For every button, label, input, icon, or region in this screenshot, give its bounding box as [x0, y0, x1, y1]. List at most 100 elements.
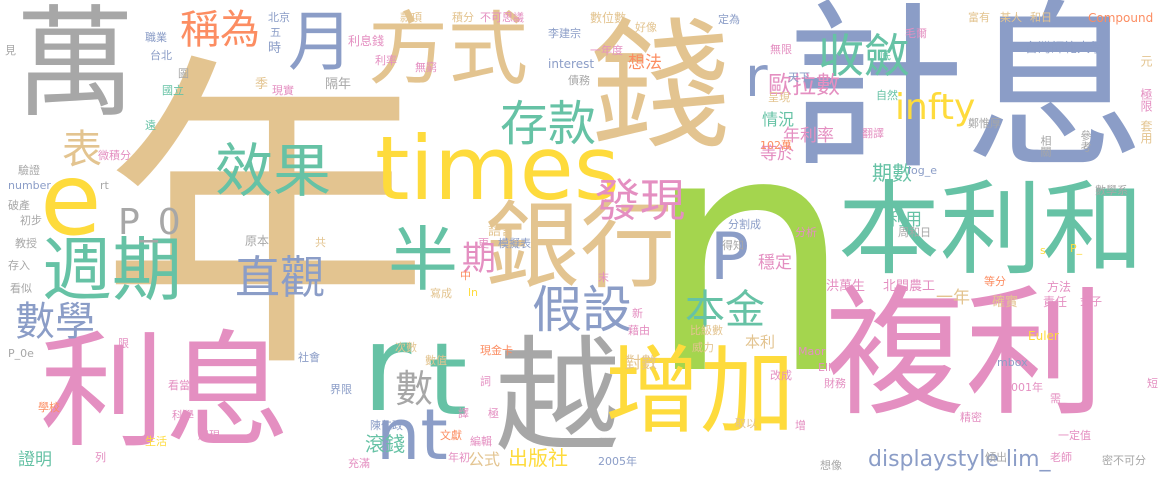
word-n: n — [645, 63, 854, 447]
word-compound: Compound — [1088, 11, 1154, 25]
word-shenghuo: 生活 — [145, 435, 167, 448]
word-weijifen: 微積分 — [98, 149, 131, 162]
word-ban: 半 — [388, 219, 458, 301]
word-mao: 毛爾 — [905, 27, 927, 40]
word-qian: 錢 — [590, 6, 731, 169]
word-P_0e: P_0e — [8, 347, 34, 360]
word-benli: 本利 — [745, 333, 776, 351]
word-fanyi: 翻譯 — [862, 127, 884, 140]
word-zhiye: 職業 — [145, 31, 167, 44]
word-r: r — [362, 300, 412, 439]
word-fuyou: 富有 — [968, 11, 990, 24]
word-shi: 時 — [268, 41, 282, 56]
word-jifen: 積分 — [452, 11, 474, 24]
word-displaystyle: displaystyle lim_ — [868, 447, 1051, 472]
word-zengjia: 增加 — [605, 337, 796, 447]
word-jieyou: 藉由 — [628, 324, 650, 337]
word-t: t — [428, 321, 468, 438]
word-qingkuang: 情況 — [762, 110, 795, 129]
word-mibukefen: 密不可分 — [1102, 454, 1146, 467]
word-ci: 詞 — [480, 375, 491, 388]
word-beijing: 北京 — [268, 11, 290, 24]
word-gong: 共 — [315, 236, 326, 249]
word-s: s — [1040, 244, 1046, 257]
word-chongman: 充滿 — [348, 457, 370, 470]
word-quyi: 取以 — [735, 417, 757, 430]
word-cunru: 存入 — [8, 259, 30, 272]
word-qishu: 期數 — [872, 161, 912, 185]
word-yuan2: 遠 — [145, 119, 156, 132]
word-zeren: 責任 — [1043, 295, 1068, 309]
word-P_: P_ — [1070, 242, 1083, 255]
word-xu: 需 — [1050, 392, 1061, 405]
word-yanzheng: 驗證 — [18, 164, 40, 177]
word-moshibiao: 模擬表 — [498, 237, 531, 250]
word-102: 102萬 — [760, 139, 792, 152]
word-lie: 列 — [95, 451, 106, 464]
word-mo: 末 — [598, 271, 609, 284]
word-lilv: 利率 — [375, 54, 397, 67]
word-wan: 萬 — [15, 0, 135, 134]
word-xin: 新 — [632, 307, 643, 320]
word-posun: 破產 — [8, 199, 30, 212]
word-yiniandu: 一年度 — [590, 44, 623, 57]
word-chengwei: 稱為 — [180, 7, 260, 53]
word-nianlilv: 年利率 — [783, 126, 834, 146]
word-fenge: 分割成 — [728, 218, 761, 231]
word-qingchu: 傾出 — [985, 451, 1007, 464]
word-cishu: 次數 — [395, 341, 417, 354]
word-yue-more: 越 — [495, 325, 620, 470]
word-shoulian: 收斂 — [935, 10, 937, 11]
word-yuanben: 原本 — [245, 234, 270, 248]
word-kandang: 看當 — [168, 379, 190, 392]
word-shuxue: 數學 — [15, 299, 95, 345]
word-bianji: 編輯 — [470, 435, 492, 448]
word-nt: nt — [376, 394, 448, 476]
word-kansi: 看似 — [10, 282, 32, 295]
word-taoyong: 套用 — [1139, 120, 1153, 144]
word-caiwu: 財務 — [824, 377, 846, 390]
word-shoulian-real: 收斂 — [818, 29, 910, 83]
word-yuyan: 語言 — [488, 224, 515, 239]
word-chubu: 初步 — [20, 214, 42, 227]
word-lixi: 利息 — [40, 320, 290, 465]
word-Maor: Maor — [798, 345, 826, 358]
word-dengyu: 等於 — [760, 144, 794, 164]
word-e: e — [40, 141, 102, 258]
word-lixiqian: 利息錢 — [348, 34, 385, 48]
word-jie: 界限 — [330, 383, 352, 396]
word-rt: rt — [100, 179, 109, 192]
word-wenxian: 文獻 — [440, 429, 462, 442]
word-2001: 2001年 — [1004, 381, 1043, 394]
word-chubanshe: 出版社 — [508, 446, 568, 470]
word-ln: ln — [468, 286, 479, 299]
word-wuqiong: 無窮 — [415, 61, 437, 74]
word-jiashe: 假設 — [532, 281, 632, 339]
word-shizi: 式子 — [1080, 295, 1102, 308]
word-cunkuan: 存款 — [500, 96, 597, 152]
word-benjin: 本金 — [685, 287, 765, 333]
word-fangshi: 方式 — [368, 3, 528, 96]
word-heri: 和日 — [1030, 11, 1052, 24]
word-taiwan: 台灣師範大學 — [1025, 41, 1104, 56]
word-lijianzong: 李建宗 — [548, 27, 581, 40]
word-shuzhi: 數值 — [425, 354, 447, 367]
word-jixi: 計息 — [785, 0, 1146, 194]
word-oulashu: 歐拉數 — [768, 71, 840, 99]
word-Eli: Eli — [818, 361, 832, 374]
word-yue: 月 — [288, 5, 354, 80]
word-r-small: r — [745, 45, 768, 109]
word-number: number — [8, 179, 51, 192]
word-ji: 極 — [488, 407, 499, 420]
word-yi: 譯 — [458, 407, 469, 420]
word-P_0: P_0 — [118, 202, 181, 243]
word-zhengming: 證明 — [18, 450, 52, 470]
word-biao: 表 — [62, 127, 102, 173]
word-beimen: 北門農工 — [883, 279, 936, 294]
word-xian: 限 — [118, 337, 129, 350]
word-nianchu: 年初 — [448, 451, 470, 464]
word-yinhang: 銀行 — [485, 192, 676, 302]
word-jixian: 極限 — [1139, 88, 1153, 112]
word-log_e: log_e — [908, 164, 938, 177]
